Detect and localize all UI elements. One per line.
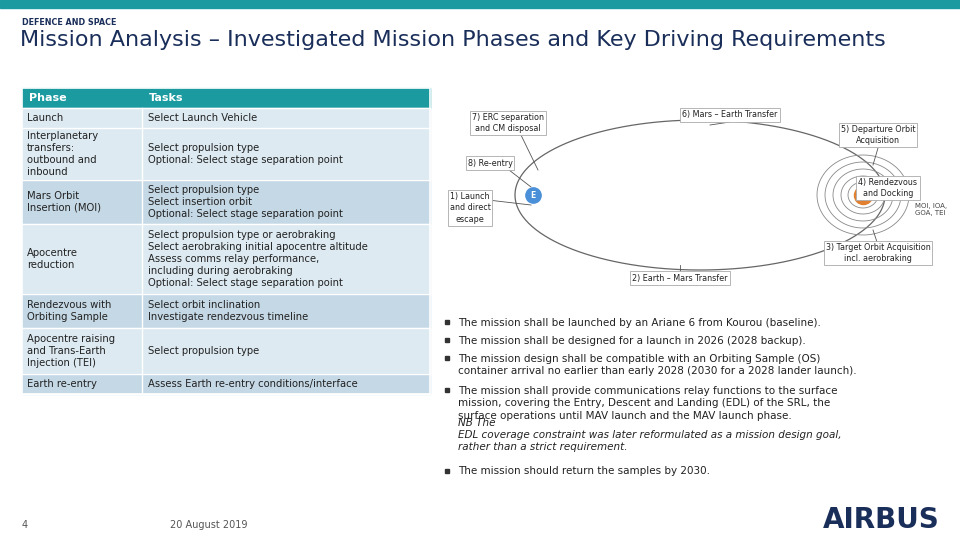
Text: The mission shall be designed for a launch in 2026 (2028 backup).: The mission shall be designed for a laun… bbox=[458, 336, 805, 346]
Bar bbox=[22, 128, 430, 180]
Text: 5) Departure Orbit
Acquisition: 5) Departure Orbit Acquisition bbox=[841, 125, 915, 145]
Text: 4: 4 bbox=[22, 520, 28, 530]
Text: 20 August 2019: 20 August 2019 bbox=[170, 520, 248, 530]
Bar bbox=[22, 108, 430, 128]
Text: NB The
EDL coverage constraint was later reformulated as a mission design goal,
: NB The EDL coverage constraint was later… bbox=[458, 417, 842, 453]
Text: Select orbit inclination
Investigate rendezvous timeline: Select orbit inclination Investigate ren… bbox=[148, 300, 308, 322]
Text: Rendezvous with
Orbiting Sample: Rendezvous with Orbiting Sample bbox=[27, 300, 111, 322]
Text: 2) Earth – Mars Transfer: 2) Earth – Mars Transfer bbox=[633, 273, 728, 282]
Bar bbox=[22, 180, 430, 224]
Text: 4) Rendezvous
and Docking: 4) Rendezvous and Docking bbox=[858, 178, 918, 198]
Text: Mission Analysis – Investigated Mission Phases and Key Driving Requirements: Mission Analysis – Investigated Mission … bbox=[20, 30, 886, 50]
Text: Interplanetary
transfers:
outbound and
inbound: Interplanetary transfers: outbound and i… bbox=[27, 131, 98, 177]
Text: Phase: Phase bbox=[29, 93, 66, 103]
Text: Select propulsion type
Select insertion orbit
Optional: Select stage separation : Select propulsion type Select insertion … bbox=[148, 185, 343, 219]
Text: Earth re-entry: Earth re-entry bbox=[27, 379, 97, 389]
Text: Select propulsion type: Select propulsion type bbox=[148, 346, 259, 356]
Text: The mission should return the samples by 2030.: The mission should return the samples by… bbox=[458, 467, 710, 476]
Text: The mission shall be launched by an Ariane 6 from Kourou (baseline).: The mission shall be launched by an Aria… bbox=[458, 318, 821, 328]
Text: The mission shall provide communications relay functions to the surface
mission,: The mission shall provide communications… bbox=[458, 386, 837, 421]
Text: Assess Earth re-entry conditions/interface: Assess Earth re-entry conditions/interfa… bbox=[148, 379, 358, 389]
Bar bbox=[22, 88, 430, 108]
Text: 7) ERC separation
and CM disposal: 7) ERC separation and CM disposal bbox=[472, 113, 544, 133]
Text: AIRBUS: AIRBUS bbox=[824, 506, 940, 534]
Text: E: E bbox=[530, 191, 536, 199]
Bar bbox=[22, 328, 430, 374]
Text: Apocentre
reduction: Apocentre reduction bbox=[27, 248, 78, 270]
Text: Select propulsion type or aerobraking
Select aerobraking initial apocentre altit: Select propulsion type or aerobraking Se… bbox=[148, 230, 368, 288]
Text: M: M bbox=[859, 191, 867, 199]
Bar bbox=[22, 374, 430, 394]
Text: MOI, IOA,
GOA, TEI: MOI, IOA, GOA, TEI bbox=[915, 203, 948, 217]
Text: 6) Mars – Earth Transfer: 6) Mars – Earth Transfer bbox=[683, 111, 778, 119]
Text: The mission design shall be compatible with an Orbiting Sample (OS)
container ar: The mission design shall be compatible w… bbox=[458, 354, 856, 376]
Text: Launch: Launch bbox=[27, 113, 63, 123]
Text: 8) Re-entry: 8) Re-entry bbox=[468, 159, 513, 167]
Bar bbox=[22, 294, 430, 328]
Text: 3) Target Orbit Acquisition
incl. aerobraking: 3) Target Orbit Acquisition incl. aerobr… bbox=[826, 243, 930, 263]
Bar bbox=[22, 88, 430, 394]
Bar bbox=[0, 0, 960, 8]
Text: 1) Launch
and direct
escape: 1) Launch and direct escape bbox=[449, 192, 491, 224]
Bar bbox=[22, 224, 430, 294]
Text: Select Launch Vehicle: Select Launch Vehicle bbox=[148, 113, 257, 123]
Text: Mars Orbit
Insertion (MOI): Mars Orbit Insertion (MOI) bbox=[27, 191, 101, 213]
Text: DEFENCE AND SPACE: DEFENCE AND SPACE bbox=[22, 18, 116, 27]
Text: Apocentre raising
and Trans-Earth
Injection (TEI): Apocentre raising and Trans-Earth Inject… bbox=[27, 334, 115, 368]
Text: Select propulsion type
Optional: Select stage separation point: Select propulsion type Optional: Select … bbox=[148, 143, 343, 165]
Text: Tasks: Tasks bbox=[149, 93, 183, 103]
